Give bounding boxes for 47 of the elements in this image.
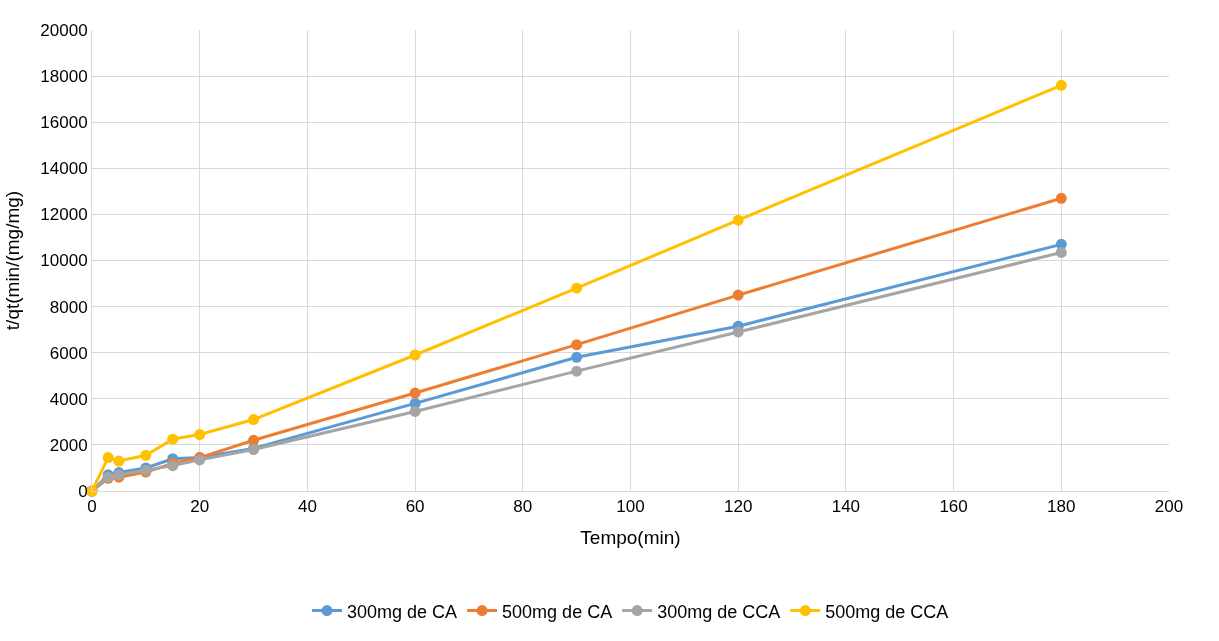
x-tick-label: 120 bbox=[724, 497, 753, 517]
legend-label: 500mg de CA bbox=[502, 601, 613, 622]
y-tick-label: 18000 bbox=[40, 67, 88, 87]
x-tick-label: 140 bbox=[831, 497, 861, 517]
legend-label: 500mg de CCA bbox=[825, 601, 949, 622]
x-tick-label: 200 bbox=[1154, 497, 1184, 517]
point bbox=[409, 349, 421, 361]
y-tick-label: 6000 bbox=[49, 343, 88, 363]
point bbox=[1055, 192, 1067, 204]
y-tick-label: 8000 bbox=[49, 297, 88, 317]
x-tick-label: 100 bbox=[616, 497, 645, 517]
point bbox=[102, 452, 114, 464]
point bbox=[571, 282, 583, 294]
point bbox=[248, 434, 260, 446]
y-tick-label: 12000 bbox=[40, 205, 88, 225]
y-tick-label: 2000 bbox=[49, 435, 88, 455]
point bbox=[194, 429, 206, 441]
x-tick-label: 180 bbox=[1047, 497, 1076, 517]
y-tick-label: 20000 bbox=[40, 20, 88, 40]
x-tick-label: 60 bbox=[405, 497, 425, 517]
legend-label: 300mg de CCA bbox=[657, 601, 781, 622]
point bbox=[140, 449, 152, 461]
legend-label: 300mg de CA bbox=[347, 601, 458, 622]
x-axis-title: Tempo(min) bbox=[580, 527, 681, 549]
x-tick-label: 20 bbox=[190, 497, 210, 517]
y-tick-label: 10000 bbox=[40, 251, 88, 271]
y-axis-title: t/qt(min/(mg/mg) bbox=[2, 190, 24, 331]
point bbox=[1055, 79, 1067, 91]
y-tick-label: 0 bbox=[78, 481, 88, 501]
point bbox=[732, 326, 744, 338]
point bbox=[409, 405, 421, 417]
point bbox=[248, 414, 260, 426]
point bbox=[732, 289, 744, 301]
x-tick-label: 160 bbox=[939, 497, 968, 517]
point bbox=[167, 433, 179, 445]
point bbox=[571, 365, 583, 377]
point bbox=[571, 339, 583, 351]
x-tick-label: 40 bbox=[297, 497, 317, 517]
point bbox=[113, 455, 125, 467]
point bbox=[732, 214, 744, 226]
x-tick-label: 80 bbox=[513, 497, 533, 517]
y-tick-label: 14000 bbox=[40, 159, 88, 179]
y-tick-label: 16000 bbox=[40, 113, 88, 133]
point bbox=[409, 387, 421, 399]
point bbox=[1055, 246, 1067, 258]
point bbox=[571, 351, 583, 363]
y-tick-label: 4000 bbox=[49, 389, 88, 409]
